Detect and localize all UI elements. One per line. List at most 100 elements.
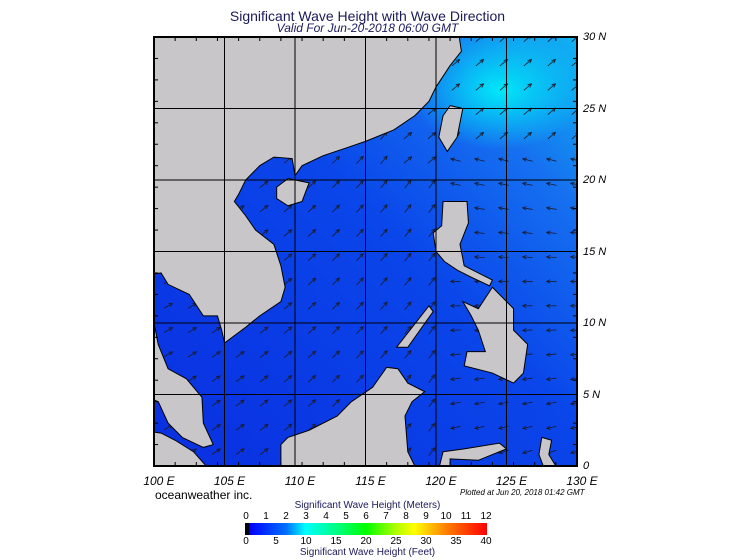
wave-direction-arrow [545,401,557,406]
wave-direction-arrow [473,157,485,162]
legend-tick-feet: 20 [360,536,372,547]
legend-tick-meters: 12 [480,511,492,522]
wave-direction-arrow [259,204,269,213]
wave-direction-arrow [545,230,557,235]
legend-tick-meters: 2 [283,511,289,522]
lat-label: 20 N [583,174,607,186]
map-title: Significant Wave Height with Wave Direct… [229,8,506,24]
wave-direction-arrow [332,326,341,334]
wave-direction-arrow [283,277,293,286]
wave-direction-arrow [356,204,364,213]
wave-direction-arrow [332,228,341,237]
wave-direction-arrow [380,228,388,237]
wave-direction-arrow [307,180,317,188]
wave-direction-arrow [428,422,436,432]
legend-title-meters: Significant Wave Height (Meters) [294,500,441,511]
legend-tick-meters: 10 [440,511,452,522]
lon-label: 100 E [143,474,175,488]
wave-direction-arrow [428,374,436,383]
wave-direction-arrow [235,399,245,407]
legend-tick-feet: 25 [390,536,402,547]
wave-direction-arrow [569,157,577,162]
wave-direction-arrow [307,204,317,213]
wave-direction-arrow [521,230,533,235]
lon-label: 110 E [284,474,316,488]
wave-direction-arrow [380,325,388,335]
wave-direction-arrow [547,131,557,140]
wave-direction-arrow [187,351,198,358]
wave-direction-arrow [307,277,317,286]
legend-tick-meters: 4 [323,511,329,522]
wave-direction-arrow [259,180,269,188]
wave-direction-arrow [521,206,533,211]
wave-direction-arrow [521,181,533,187]
wave-direction-arrow [545,303,557,308]
wave-direction-arrow [307,301,317,310]
wave-direction-arrow [356,325,364,335]
wave-direction-arrow [569,401,577,406]
wave-direction-arrow [283,350,293,359]
wave-direction-arrow [569,425,577,430]
wave-direction-arrow [307,326,317,334]
wave-direction-arrow [475,83,485,91]
wave-direction-arrow [404,228,412,238]
wave-direction-arrow [235,375,245,383]
wave-direction-arrow [428,252,436,262]
wave-direction-arrow [332,374,341,383]
wave-direction-arrow [473,255,485,260]
wave-direction-arrow [473,181,485,187]
wave-direction-arrow [523,58,533,67]
wave-direction-arrow [356,252,364,262]
wave-direction-arrow [449,401,461,406]
wave-direction-arrow [449,425,461,430]
wave-direction-arrow [545,425,557,430]
wave-direction-arrow [473,376,485,382]
wave-direction-arrow [380,179,388,189]
wave-direction-arrow [475,131,485,140]
legend-tick-feet: 10 [300,536,312,547]
wave-direction-arrow [332,180,341,189]
legend-tick-meters: 9 [423,511,429,522]
wave-direction-arrow [332,398,341,407]
wave-direction-arrow [569,450,577,455]
wave-direction-arrow [521,449,533,455]
wave-direction-arrow [259,423,269,431]
wave-direction-arrow [187,326,198,334]
wave-direction-arrow [259,326,269,334]
wave-direction-arrow [545,181,557,187]
land-sumatra [154,431,207,466]
wave-direction-arrow [211,399,221,407]
wave-direction-arrow [404,276,412,286]
wave-direction-arrow [545,352,557,357]
legend-tick-feet: 40 [480,536,492,547]
wave-direction-arrow [497,279,509,284]
wave-direction-arrow [449,279,461,284]
wave-direction-arrow [356,179,364,189]
lon-label: 105 E [213,474,246,488]
wave-direction-arrow [404,301,412,310]
wave-direction-arrow [521,376,533,382]
wave-direction-arrow [211,326,221,334]
wave-direction-arrow [449,181,461,187]
wave-direction-arrow [356,155,364,164]
lat-label: 10 N [583,317,607,329]
wave-direction-arrow [332,204,341,213]
brand-label: oceanweather inc. [155,488,253,502]
wave-direction-arrow [521,425,533,430]
lon-label: 120 E [425,474,457,488]
wave-direction-arrow [403,131,413,140]
wave-direction-arrow [235,448,245,455]
wave-direction-arrow [283,253,293,261]
legend-tick-meters: 5 [343,511,349,522]
wave-direction-arrow [332,253,341,262]
wave-direction-arrow [449,328,461,333]
wave-direction-arrow [545,279,557,284]
wave-direction-arrow [473,401,485,406]
wave-direction-arrow [497,255,509,260]
lat-label: 5 N [583,388,601,401]
lat-label: 30 N [583,31,607,43]
legend-tick-meters: 11 [460,511,472,522]
wave-direction-arrow [473,230,485,235]
wave-direction-arrow [473,206,485,211]
